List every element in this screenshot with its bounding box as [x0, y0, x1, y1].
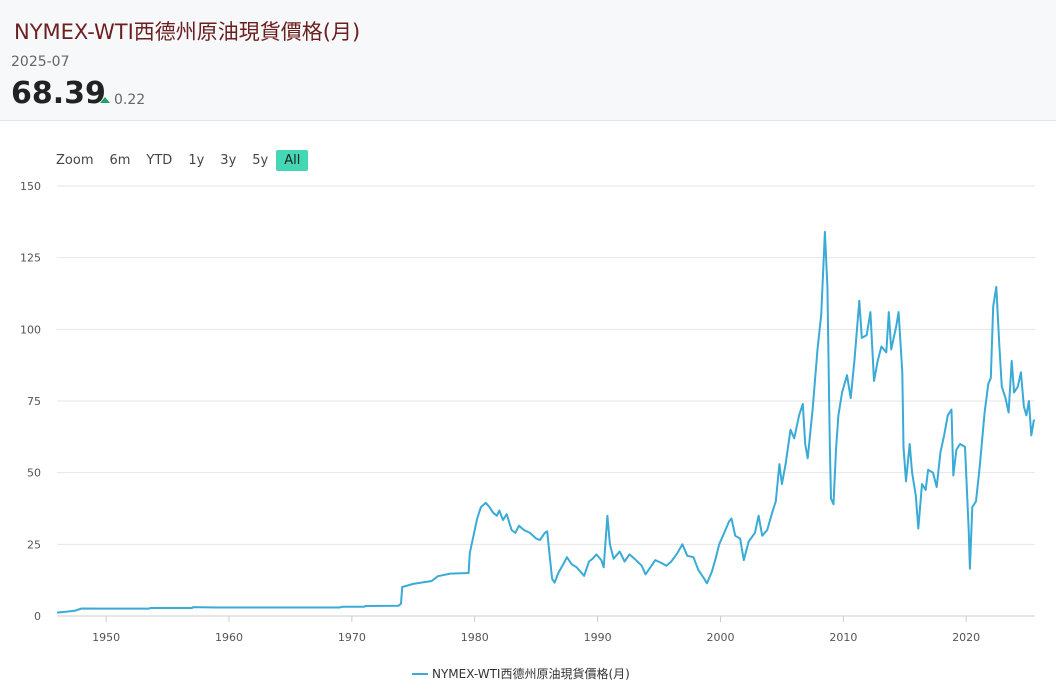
- grid-lines: [57, 185, 1035, 617]
- x-axis-ticks: 1950 1960 1970 1980 1990 2000 2010 2020: [92, 616, 980, 644]
- zoom-label: Zoom: [56, 153, 94, 168]
- y-tick-label: 100: [20, 323, 41, 336]
- range-button-all[interactable]: All: [276, 150, 309, 171]
- y-tick-label: 75: [27, 395, 41, 408]
- page-title: NYMEX-WTI西德州原油現貨價格(月): [14, 20, 361, 44]
- period-label: 2025-07: [11, 54, 70, 70]
- y-tick-label: 50: [27, 467, 41, 480]
- price-change: 0.22: [100, 92, 145, 108]
- range-button-ytd[interactable]: YTD: [146, 153, 173, 168]
- range-button-5y[interactable]: 5y: [252, 153, 269, 168]
- price-line-chart: 0 25 50 75 100 125 150 1950 1960 1970 1980 1990 200…: [20, 180, 1036, 681]
- change-value: 0.22: [114, 92, 146, 108]
- series-line: [56, 230, 1036, 614]
- y-tick-label: 150: [20, 180, 41, 193]
- quote-header: NYMEX-WTI西德州原油現貨價格(月) 2025-07 68.39 0.22: [0, 0, 1056, 121]
- range-button-3y[interactable]: 3y: [220, 153, 237, 168]
- x-tick-label: 2000: [706, 631, 734, 644]
- y-tick-label: 0: [34, 610, 41, 623]
- range-selector: Zoom 6m YTD 1y 3y 5y All: [50, 150, 309, 171]
- legend-label: NYMEX-WTI西德州原油現貨價格(月): [432, 666, 630, 681]
- series-group: [56, 230, 1036, 614]
- y-axis-ticks: 0 25 50 75 100 125 150: [20, 180, 41, 623]
- up-arrow-icon: [100, 97, 110, 103]
- x-tick-label: 1990: [584, 631, 612, 644]
- x-tick-label: 1980: [461, 631, 489, 644]
- chart-legend[interactable]: NYMEX-WTI西德州原油現貨價格(月): [412, 666, 630, 681]
- price-value: 68.39: [11, 76, 106, 111]
- y-tick-label: 125: [20, 252, 41, 265]
- x-tick-label: 1970: [338, 631, 366, 644]
- range-button-6m[interactable]: 6m: [109, 153, 131, 168]
- x-tick-label: 1960: [215, 631, 243, 644]
- x-tick-label: 2010: [829, 631, 857, 644]
- x-tick-label: 2020: [952, 631, 980, 644]
- range-button-1y[interactable]: 1y: [188, 153, 205, 168]
- x-tick-label: 1950: [92, 631, 120, 644]
- y-tick-label: 25: [27, 538, 41, 551]
